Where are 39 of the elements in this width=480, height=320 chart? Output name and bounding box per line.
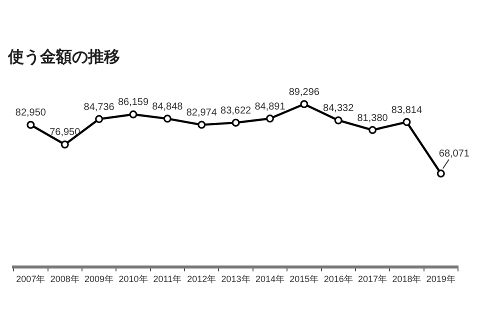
x-tick-label: 2008年 (50, 274, 80, 284)
x-tick-label: 2013年 (221, 274, 250, 284)
x-tick-label: 2012年 (187, 274, 216, 284)
point (402, 118, 411, 126)
point (163, 114, 172, 123)
point (368, 126, 377, 134)
data-label: 68,071 (438, 148, 470, 160)
x-tick-label: 2015年 (290, 274, 319, 284)
point (436, 170, 445, 178)
x-tick-label: 2016年 (324, 274, 353, 284)
data-label: 84,332 (323, 103, 354, 114)
data-label: 84,891 (254, 101, 286, 112)
point (95, 115, 104, 124)
x-tick-label: 2014年 (255, 274, 284, 284)
point (129, 110, 138, 118)
point (334, 116, 342, 124)
point (232, 118, 240, 127)
x-tick-label: 2019年 (426, 274, 456, 284)
data-label: 82,950 (15, 108, 46, 119)
x-tick-label: 2010年 (118, 274, 148, 284)
data-label: 82,974 (186, 108, 218, 119)
x-tick-label: 2018年 (392, 274, 422, 284)
point (60, 140, 69, 148)
data-label: 89,296 (288, 86, 320, 98)
x-tick-label: 2011年 (153, 274, 182, 284)
data-label: 83,814 (391, 104, 422, 116)
data-label: 84,848 (152, 101, 184, 112)
point (266, 114, 274, 123)
point (26, 120, 35, 129)
point (300, 100, 308, 108)
data-label: 81,380 (357, 112, 388, 124)
data-label: 86,159 (118, 97, 149, 108)
x-tick-label: 2009年 (84, 274, 114, 284)
x-tick-label: 2017年 (358, 274, 388, 284)
data-label: 83,622 (220, 105, 252, 116)
data-label: 84,736 (84, 102, 115, 113)
x-tick-label: 2007年 (16, 274, 46, 284)
point (198, 120, 206, 129)
data-label: 76,950 (50, 127, 81, 138)
